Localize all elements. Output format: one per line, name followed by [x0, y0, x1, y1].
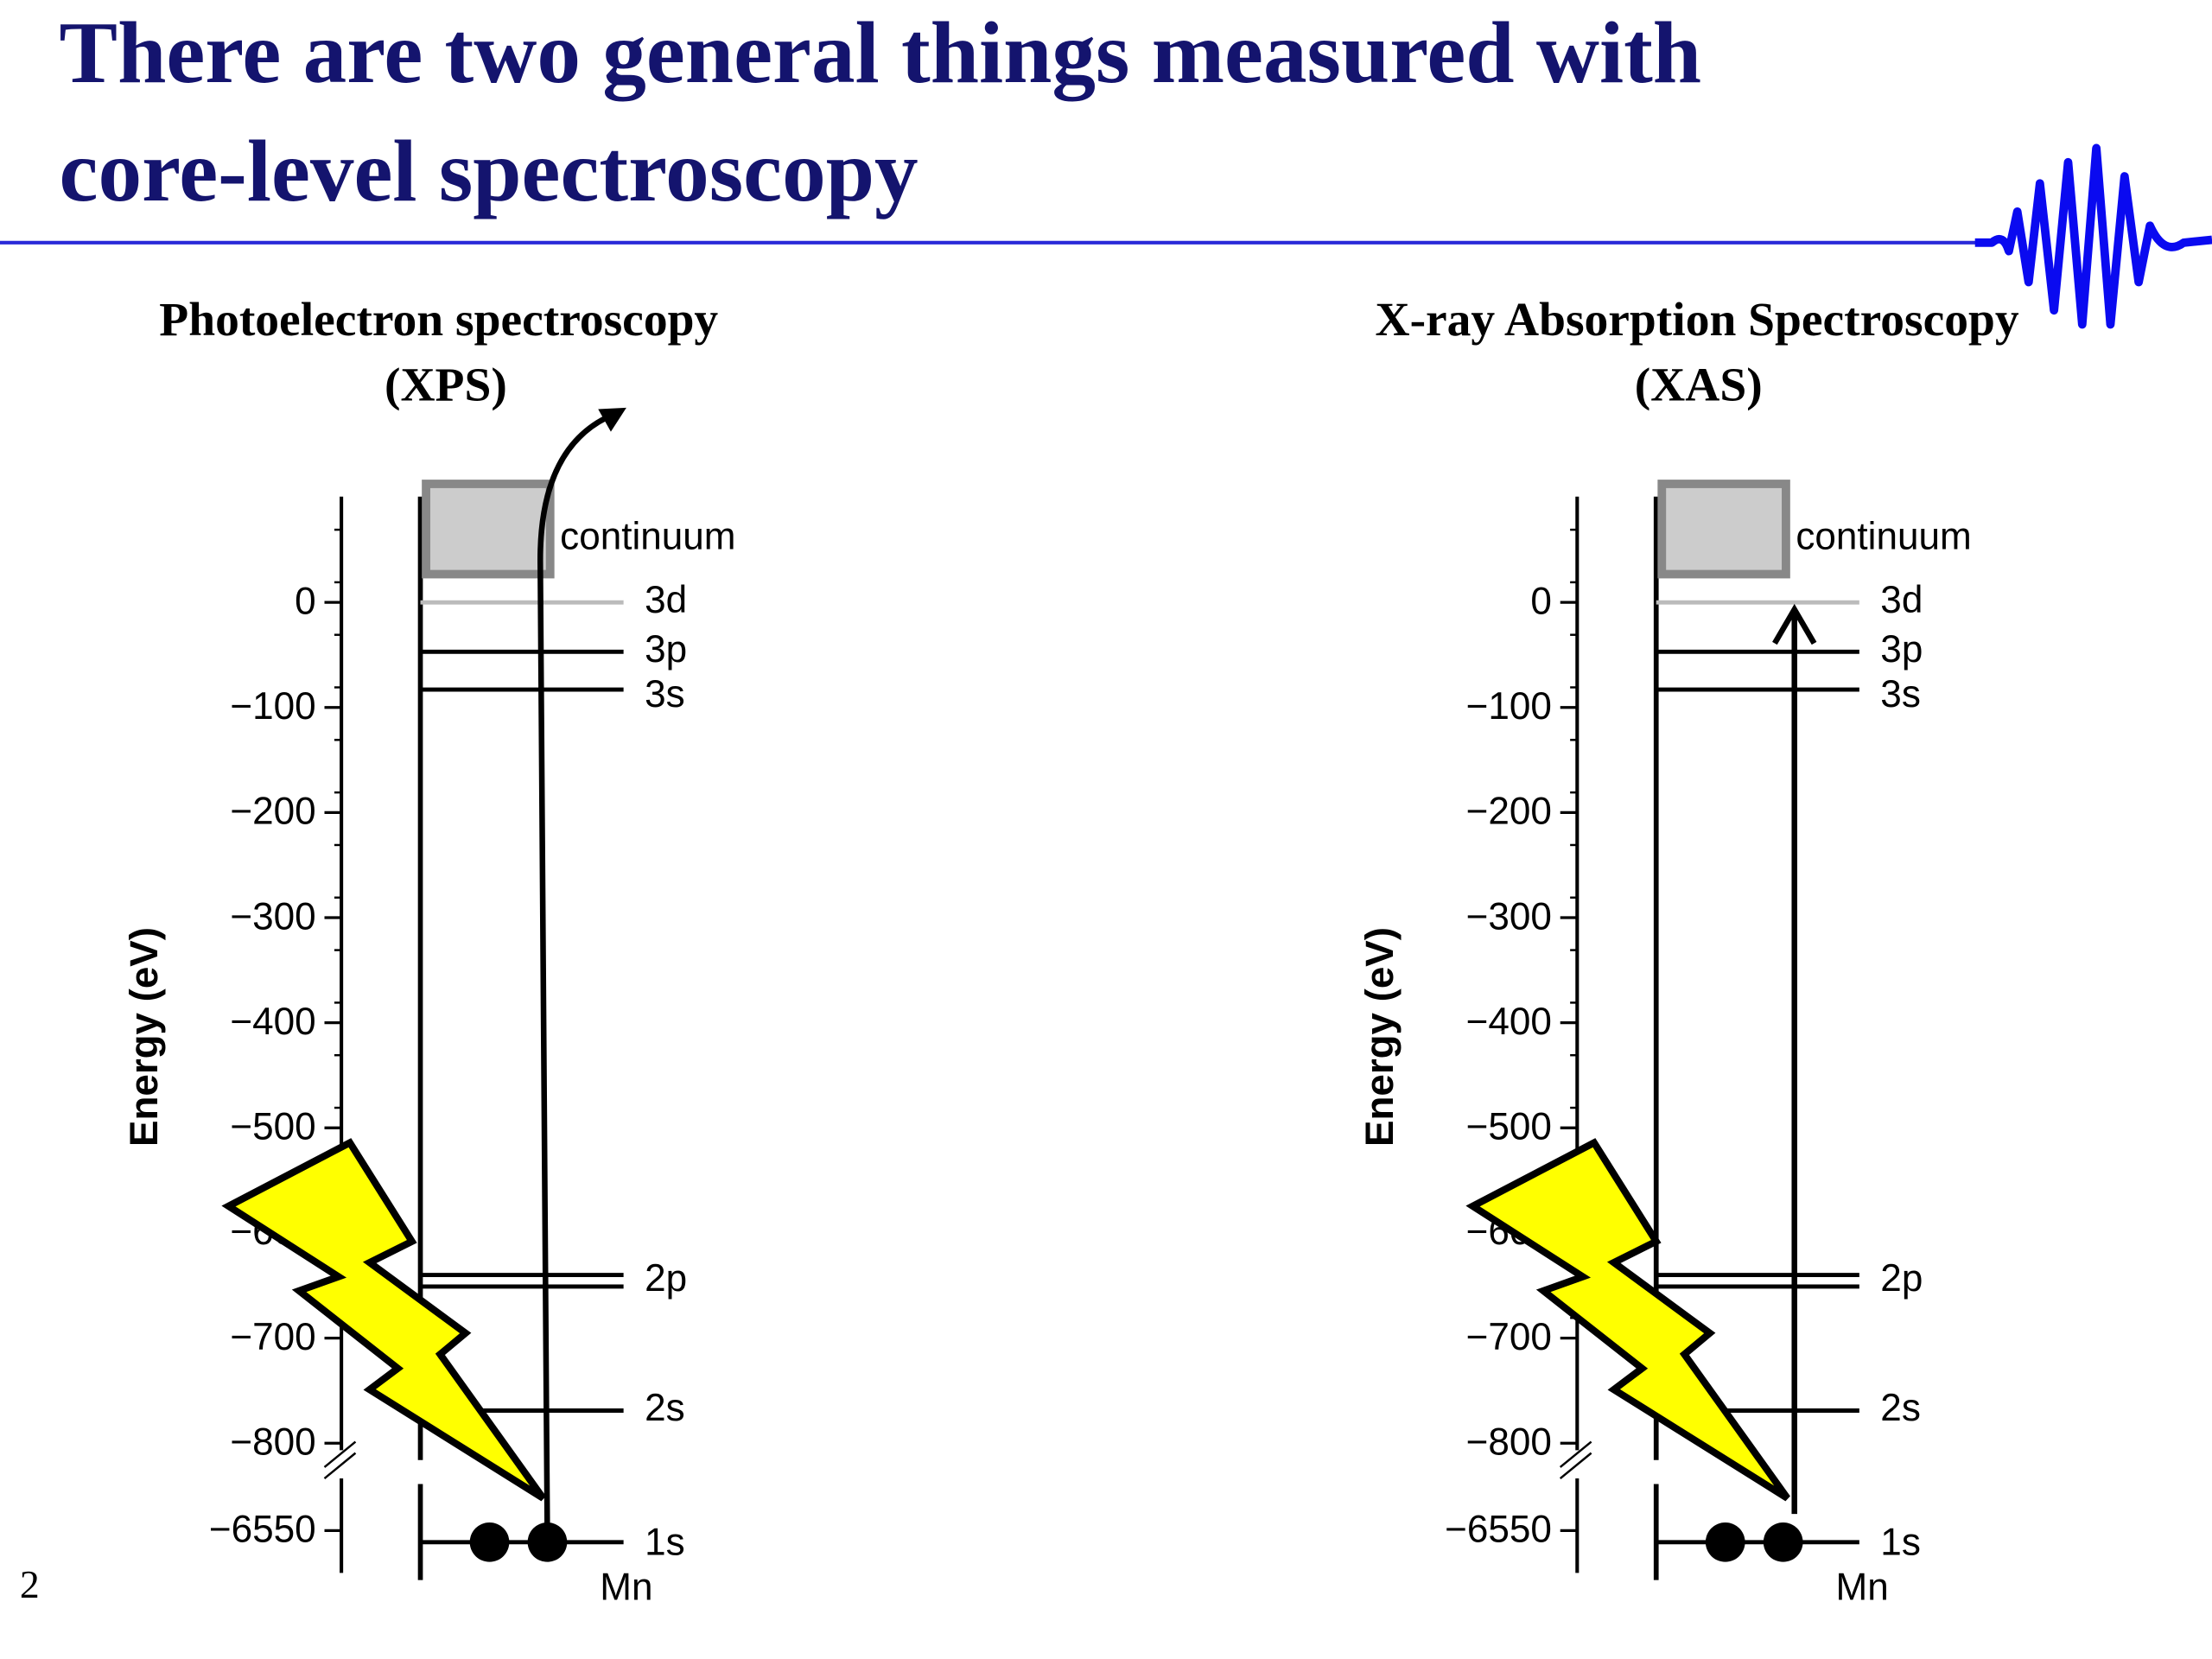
- y-tick-label: −100: [230, 685, 315, 728]
- wave-logo: [1974, 143, 2212, 329]
- level-label: 2p: [645, 1257, 687, 1300]
- y-tick-label: −6550: [1445, 1509, 1552, 1551]
- level-label: 1s: [645, 1522, 685, 1564]
- y-tick-label: −400: [1466, 1001, 1552, 1043]
- y-tick-label: −300: [1466, 895, 1552, 938]
- level-label: 3d: [1880, 579, 1923, 621]
- panel-heading: (XPS): [385, 359, 507, 411]
- level-label: 3s: [1880, 673, 1921, 715]
- core-electron: [527, 1522, 568, 1562]
- y-tick-label: −500: [1466, 1106, 1552, 1148]
- level-label: 3p: [1880, 628, 1923, 671]
- panel-heading: X-ray Absorption Spectroscopy: [1375, 294, 2018, 346]
- core-electron: [1763, 1522, 1803, 1562]
- y-tick-label: −200: [1466, 791, 1552, 833]
- y-tick-label: 0: [1530, 580, 1552, 622]
- y-tick-label: −700: [230, 1316, 315, 1358]
- level-label: 3d: [645, 579, 687, 621]
- y-tick-label: −800: [230, 1421, 315, 1463]
- core-electron: [1705, 1522, 1745, 1562]
- arrow-head: [1772, 603, 1817, 645]
- x-ray-bolt: [1465, 1138, 1790, 1502]
- photoelectron-path: [537, 415, 608, 1542]
- level-label: 2p: [1880, 1257, 1923, 1300]
- y-tick-label: −200: [230, 791, 315, 833]
- axis-label: Energy (eV): [1357, 927, 1402, 1147]
- level-label: 1s: [1880, 1522, 1921, 1564]
- arrow-head: [598, 407, 626, 432]
- level-label: continuum: [1796, 515, 1971, 557]
- level-label: 3p: [645, 628, 687, 671]
- element-label: Mn: [1835, 1567, 1888, 1609]
- panel-heading: (XAS): [1635, 359, 1763, 411]
- y-tick-label: −400: [230, 1001, 315, 1043]
- page-number: 2: [20, 1562, 40, 1606]
- axis-break: [323, 1440, 357, 1479]
- y-tick-label: −800: [1466, 1421, 1552, 1463]
- y-tick-label: −700: [1466, 1316, 1552, 1358]
- panel-heading: Photoelectron spectroscopy: [159, 294, 718, 346]
- y-tick-label: −300: [230, 895, 315, 938]
- level-label: 2s: [645, 1387, 685, 1429]
- slide-title: There are two general things measured wi…: [60, 4, 1702, 101]
- axis-label: Energy (eV): [122, 927, 166, 1147]
- core-electron: [469, 1522, 510, 1562]
- level-label: continuum: [560, 515, 735, 557]
- continuum-box: [1657, 480, 1790, 579]
- level-label: 3s: [645, 673, 685, 715]
- y-tick-label: 0: [295, 580, 316, 622]
- element-label: Mn: [600, 1567, 652, 1609]
- y-tick-label: −500: [230, 1106, 315, 1148]
- x-ray-bolt: [221, 1138, 546, 1502]
- slide-title: core-level spectroscopy: [60, 123, 918, 219]
- y-tick-label: −100: [1466, 685, 1552, 728]
- level-label: 2s: [1880, 1387, 1921, 1429]
- y-tick-label: −6550: [209, 1509, 316, 1551]
- axis-break: [1559, 1440, 1592, 1479]
- continuum-box: [422, 480, 555, 579]
